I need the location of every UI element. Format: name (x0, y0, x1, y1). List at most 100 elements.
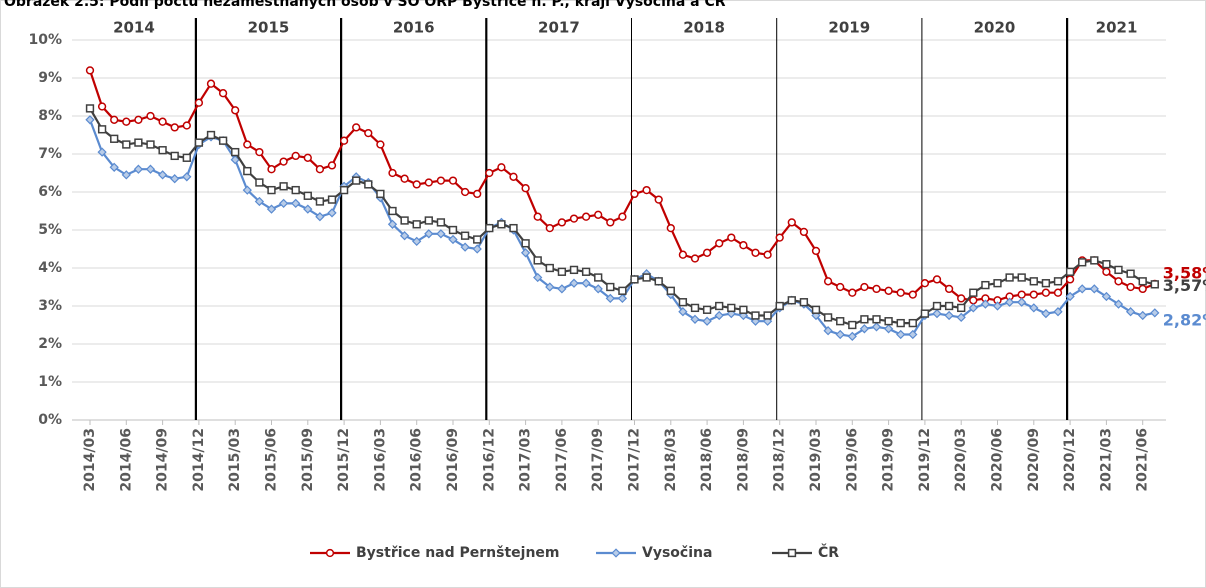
y-tick-label: 3% (38, 298, 62, 314)
marker (702, 248, 712, 257)
marker (569, 214, 579, 223)
marker (557, 218, 567, 227)
marker (980, 299, 991, 309)
x-tick-label: 2019/06 (844, 428, 860, 492)
marker (1053, 277, 1063, 286)
marker (750, 316, 761, 326)
marker (122, 140, 131, 149)
marker (485, 168, 494, 178)
marker (763, 250, 772, 259)
marker (267, 185, 276, 195)
x-tick-label: 2020/03 (953, 428, 969, 492)
y-tick-label: 0% (38, 412, 62, 428)
marker (412, 236, 422, 247)
marker (775, 301, 784, 311)
marker (569, 278, 579, 288)
marker (642, 273, 651, 282)
x-tick-label: 2017/03 (518, 428, 534, 492)
marker (134, 138, 143, 147)
marker (1114, 265, 1123, 275)
y-tick-label: 4% (38, 260, 62, 276)
marker (85, 104, 95, 113)
marker (520, 248, 531, 258)
marker (848, 320, 857, 330)
marker (158, 146, 167, 155)
marker (956, 312, 966, 323)
marker (412, 220, 421, 229)
marker (1041, 308, 1051, 319)
marker (883, 324, 894, 334)
x-tick-label: 2021/06 (1135, 428, 1151, 492)
marker (992, 301, 1003, 311)
marker (618, 286, 627, 295)
marker (896, 318, 905, 328)
marker (1029, 290, 1038, 299)
marker (811, 310, 821, 321)
marker (1017, 273, 1026, 282)
marker (1138, 284, 1147, 294)
marker (787, 296, 796, 305)
marker (1017, 297, 1027, 307)
marker (97, 102, 107, 111)
marker (611, 548, 621, 558)
marker (606, 282, 615, 292)
marker (872, 284, 881, 294)
marker (230, 155, 240, 165)
marker (509, 223, 518, 233)
marker (170, 151, 179, 161)
legend-label: ČR (818, 543, 839, 561)
x-tick-label: 2018/12 (772, 428, 788, 492)
marker (473, 235, 482, 244)
marker (884, 286, 893, 295)
marker (605, 293, 615, 304)
marker (1053, 288, 1063, 297)
marker (325, 548, 335, 558)
marker (1090, 256, 1099, 265)
marker (884, 317, 893, 326)
marker (545, 282, 555, 292)
y-tick-label: 10% (28, 32, 62, 48)
marker (581, 278, 591, 288)
marker (218, 136, 228, 145)
marker (920, 309, 930, 318)
marker (448, 234, 458, 245)
marker (387, 219, 398, 229)
marker (110, 115, 119, 124)
x-tick-label: 2020/12 (1062, 428, 1078, 492)
marker (472, 244, 482, 254)
marker (315, 212, 325, 222)
marker (630, 189, 639, 199)
x-tick-label: 2017/09 (590, 428, 606, 492)
marker (860, 315, 869, 324)
marker (303, 204, 313, 214)
marker (460, 242, 470, 252)
marker (521, 239, 530, 248)
marker (932, 275, 942, 284)
marker (194, 138, 204, 147)
x-tick-label: 2015/12 (336, 428, 352, 492)
marker (1041, 279, 1051, 288)
marker (1065, 275, 1075, 284)
x-tick-label: 2020/09 (1026, 428, 1042, 492)
marker (944, 310, 954, 321)
marker (1029, 277, 1038, 286)
marker (835, 329, 845, 340)
year-label: 2020 (974, 19, 1016, 37)
year-label: 2017 (538, 19, 580, 37)
marker (339, 185, 349, 195)
marker (968, 303, 978, 313)
marker (715, 239, 724, 248)
x-tick-label: 2018/06 (699, 428, 715, 492)
year-label: 2018 (683, 19, 725, 37)
marker (727, 233, 736, 242)
marker (533, 256, 542, 265)
marker (448, 225, 458, 235)
marker (255, 178, 264, 187)
marker (97, 125, 107, 134)
x-tick-label: 2019/09 (881, 428, 897, 492)
marker (243, 166, 252, 176)
y-tick-label: 6% (38, 184, 62, 200)
marker (110, 134, 119, 143)
marker (109, 162, 119, 172)
